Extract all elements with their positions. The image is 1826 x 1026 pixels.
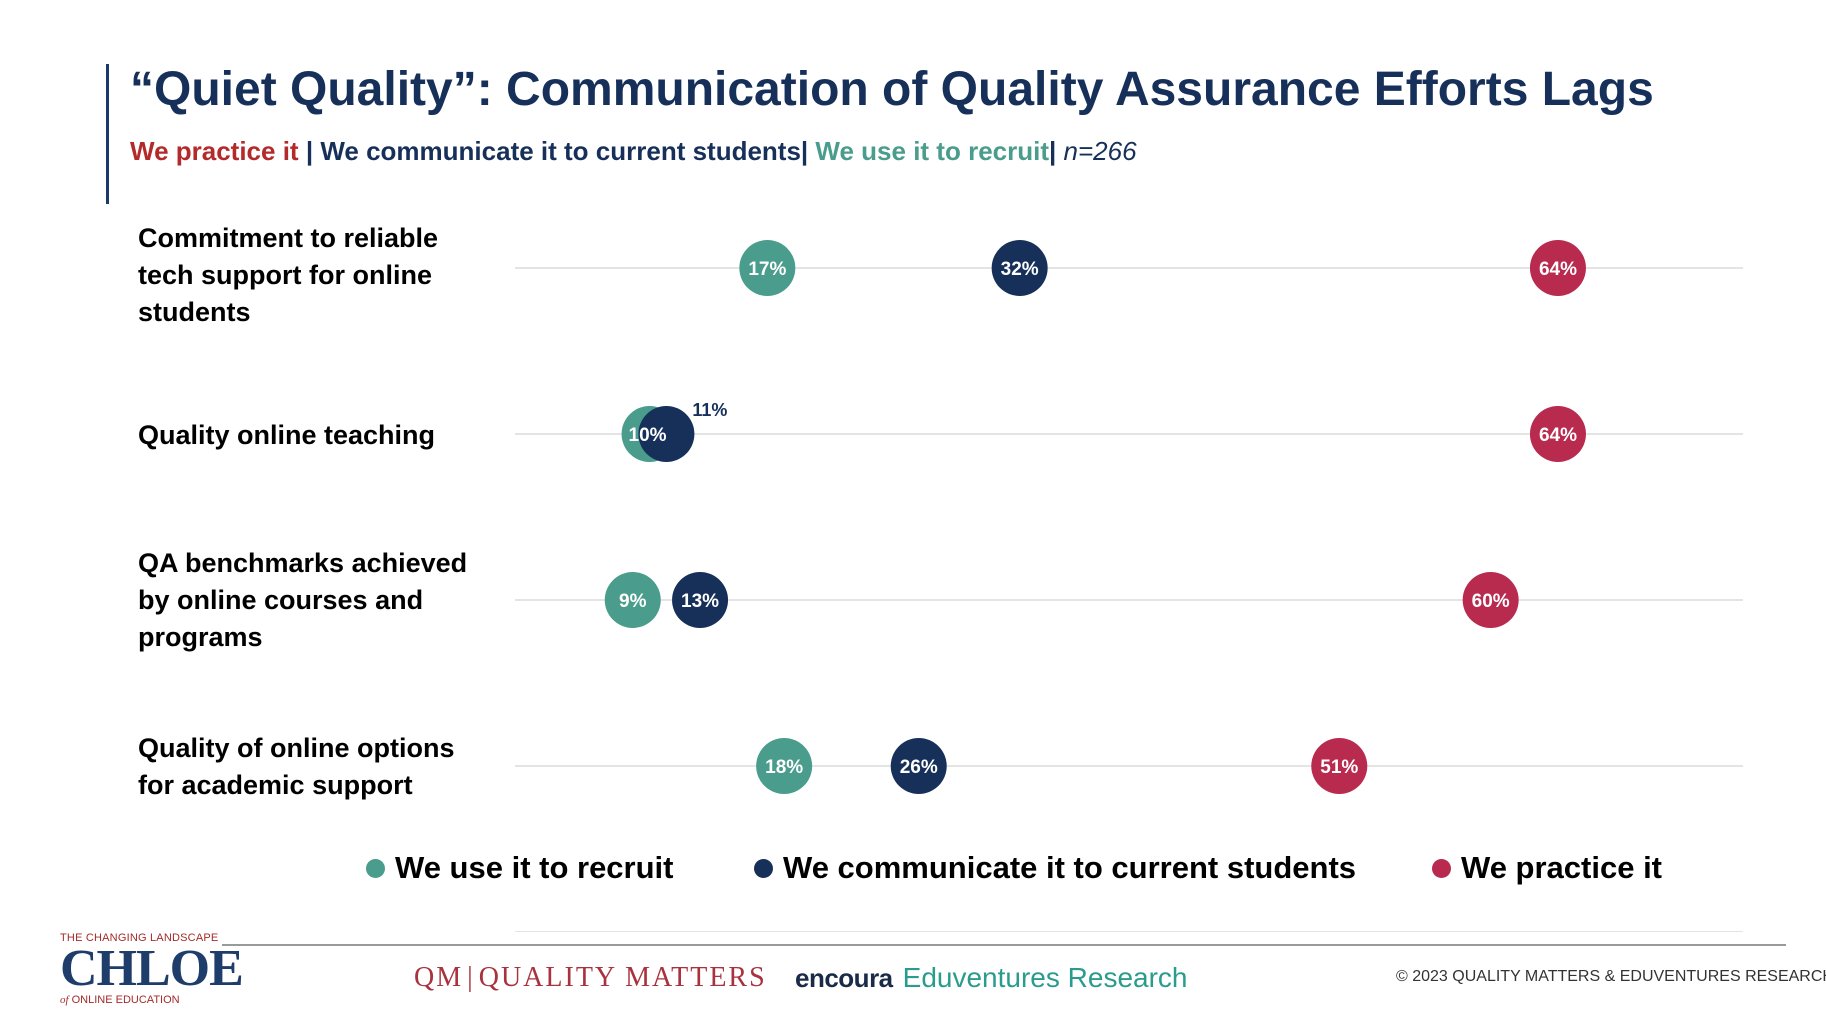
data-label: 17%	[748, 259, 786, 280]
sample-size: n=266	[1063, 136, 1137, 166]
legend-swatch	[366, 858, 385, 878]
data-label: 9%	[619, 591, 647, 612]
encoura-wordmark: encoura	[795, 963, 893, 993]
data-point	[890, 738, 947, 794]
legend-swatch	[1432, 858, 1451, 878]
page-title: “Quiet Quality”: Communication of Qualit…	[130, 63, 1654, 116]
subtitle-practice: We practice it	[130, 136, 299, 166]
data-label: 11%	[692, 400, 727, 420]
title-accent-bar	[106, 64, 109, 204]
data-label: 51%	[1320, 757, 1358, 778]
data-label: 26%	[900, 757, 938, 778]
qm-text: QUALITY MATTERS	[478, 962, 767, 993]
data-point	[756, 738, 813, 794]
data-point	[1311, 738, 1368, 794]
legend-label: We communicate it to current students	[783, 850, 1357, 885]
subtitle-separator: |	[800, 136, 816, 166]
data-label: 13%	[681, 591, 719, 612]
qm-separator: |	[467, 962, 475, 993]
data-label: 64%	[1539, 259, 1577, 280]
data-label: 18%	[765, 757, 803, 778]
chloe-logo-bottom: of ONLINE EDUCATION	[60, 994, 200, 1006]
copyright-notice: © 2023 QUALITY MATTERS & EDUVENTURES RES…	[1396, 968, 1826, 985]
data-label: 32%	[1001, 259, 1039, 280]
legend-item-communicate: We communicate it to current students	[754, 848, 1356, 888]
data-point	[1529, 240, 1586, 296]
legend-label: We practice it	[1461, 850, 1663, 885]
qm-mark: QM	[414, 962, 464, 993]
divider	[515, 931, 1743, 932]
chloe-logo-main: CHLOE	[60, 940, 244, 997]
data-label: 10%	[629, 425, 667, 446]
chloe-logo: THE CHANGING LANDSCAPE CHLOE of ONLINE E…	[60, 932, 244, 1006]
data-point	[1529, 406, 1586, 462]
subtitle: We practice it | We communicate it to cu…	[130, 136, 1137, 167]
data-point	[638, 406, 695, 462]
data-point	[739, 240, 796, 296]
category-label: QA benchmarks achieved by online courses…	[138, 548, 468, 652]
legend-item-practice: We practice it	[1432, 848, 1662, 888]
data-label: 60%	[1472, 591, 1510, 612]
encoura-logo: encoura Eduventures Research	[795, 962, 1187, 994]
chloe-logo-of: of	[60, 994, 69, 1006]
data-label: 64%	[1539, 425, 1577, 446]
category-label: Commitment to reliable tech support for …	[138, 223, 439, 327]
quality-matters-logo: QM | QUALITY MATTERS	[414, 962, 767, 994]
legend-label: We use it to recruit	[395, 850, 674, 885]
footer-divider	[222, 944, 1786, 946]
subtitle-communicate: We communicate it to current students	[320, 136, 801, 166]
chloe-logo-rest: ONLINE EDUCATION	[68, 994, 180, 1006]
subtitle-recruit: We use it to recruit	[815, 136, 1049, 166]
legend-swatch	[754, 858, 773, 878]
eduventures-wordmark: Eduventures Research	[902, 962, 1188, 993]
subtitle-separator: |	[1049, 136, 1064, 166]
category-label: Quality online teaching	[138, 420, 436, 450]
chloe-logo-top: THE CHANGING LANDSCAPE	[60, 932, 219, 944]
data-point	[672, 572, 729, 628]
subtitle-separator: |	[298, 136, 321, 166]
data-point	[1462, 572, 1519, 628]
data-point	[991, 240, 1048, 296]
legend-item-recruit: We use it to recruit	[366, 848, 674, 888]
data-point	[604, 572, 661, 628]
category-label: Quality of online options for academic s…	[138, 733, 455, 800]
